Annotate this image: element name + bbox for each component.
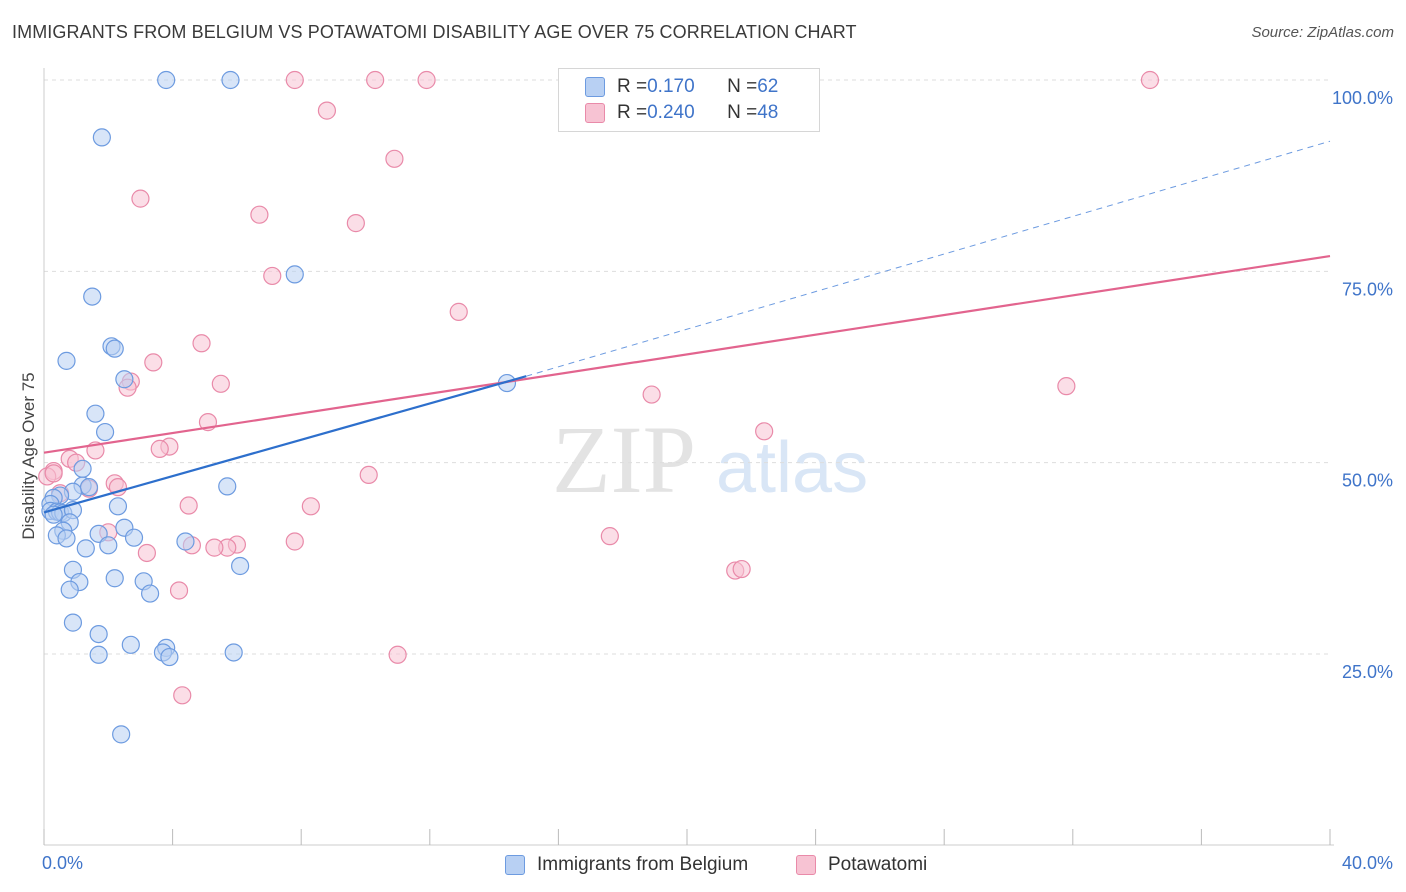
legend-r-label: R = [617,102,648,123]
potawatomi-point [192,334,211,353]
potawatomi-point [250,205,269,224]
belgium-point [231,556,250,576]
trend-lines [43,140,1331,514]
watermark-atlas: atlas [716,428,868,508]
data-points [38,70,1160,744]
potawatomi-point [449,302,468,321]
belgium-point [121,635,140,654]
potawatomi-point [317,101,337,120]
belgium-trend-extension [526,140,1331,377]
series-legend-belgium: Immigrants from Belgium [505,852,748,878]
x-tick-label: 40.0% [1342,853,1393,873]
potawatomi-point [263,266,282,286]
belgium-point [76,539,95,558]
axis-labels: 25.0% 50.0% 75.0% 100.0% 0.0% 40.0% Disability… [19,88,1393,873]
potawatomi-point [366,70,385,90]
belgium-trend-line [43,375,527,514]
potawatomi-point [755,422,774,441]
y-tick-label: 100.0% [1332,88,1393,108]
legend-swatch-blue [585,77,605,97]
legend-r-value: 0.170 [647,76,695,97]
y-tick-label: 75.0% [1342,279,1393,299]
belgium-point [57,529,76,548]
potawatomi-point [1140,70,1160,90]
belgium-point [105,569,124,588]
belgium-point [89,645,108,664]
belgium-point [57,351,76,370]
potawatomi-point [301,497,320,516]
belgium-point [63,613,83,632]
belgium-point [221,70,240,90]
belgium-point [160,647,179,667]
potawatomi-point [131,189,150,208]
y-tick-label: 25.0% [1342,662,1393,682]
source-label: Source: ZipAtlas.com [1251,24,1394,41]
belgium-point [83,287,102,306]
potawatomi-point [173,686,192,705]
series-swatch-pink [796,855,816,875]
potawatomi-point [150,439,169,458]
stats-legend: R = 0.170 N = 62 R = 0.240 N = 48 [558,68,820,132]
legend-r-label: R = [617,76,648,97]
potawatomi-point [44,464,63,483]
potawatomi-point [205,538,224,557]
potawatomi-point [179,496,198,515]
potawatomi-point [359,465,378,485]
legend-row-potawatomi: R = 0.240 N = 48 [585,100,778,126]
axes [43,68,1334,846]
legend-n-label: N = [727,76,758,97]
belgium-point [86,404,105,423]
potawatomi-point [211,374,230,393]
y-axis-label: Disability Age Over 75 [19,372,38,539]
belgium-point [224,643,243,662]
belgium-point [176,532,195,551]
potawatomi-point [285,70,304,90]
belgium-point [108,497,128,516]
belgium-point [105,339,124,358]
watermark-zip: ZIP [552,406,696,513]
potawatomi-point [417,70,436,90]
legend-n-label: N = [727,102,758,123]
belgium-point [99,536,118,555]
x-tick-label: 0.0% [42,853,83,873]
potawatomi-point [385,149,404,168]
belgium-point [92,128,111,147]
potawatomi-point [600,527,619,546]
legend-r-value: 0.240 [647,102,695,123]
legend-n-value: 62 [757,76,779,97]
belgium-point [73,459,92,478]
potawatomi-point [642,385,661,404]
belgium-point [140,584,160,603]
legend-swatch-pink [585,103,605,123]
belgium-point [115,370,134,389]
belgium-point [124,528,144,547]
belgium-point [89,625,108,644]
belgium-point [218,477,237,496]
potawatomi-point [388,645,407,664]
y-tick-label: 50.0% [1342,471,1393,491]
legend-n-value: 48 [757,102,779,123]
potawatomi-point [346,214,365,233]
series-name-belgium: Immigrants from Belgium [537,854,749,875]
belgium-point [112,725,131,744]
potawatomi-trend-line [43,254,1331,454]
chart-title: IMMIGRANTS FROM BELGIUM VS POTAWATOMI DI… [12,22,857,42]
series-swatch-blue [505,855,525,875]
belgium-point [157,70,176,90]
belgium-point [60,580,79,599]
potawatomi-point [285,532,304,551]
belgium-point [285,265,304,284]
series-name-potawatomi: Potawatomi [828,854,928,875]
potawatomi-point [137,543,156,563]
potawatomi-point [732,559,751,579]
potawatomi-point [1057,377,1076,396]
potawatomi-point [169,581,189,600]
series-legend-potawatomi: Potawatomi [796,852,927,878]
watermark: ZIP atlas [552,406,868,513]
belgium-point [79,478,99,497]
legend-row-belgium: R = 0.170 N = 62 [585,74,778,100]
belgium-point [95,422,115,442]
potawatomi-point [144,353,163,372]
